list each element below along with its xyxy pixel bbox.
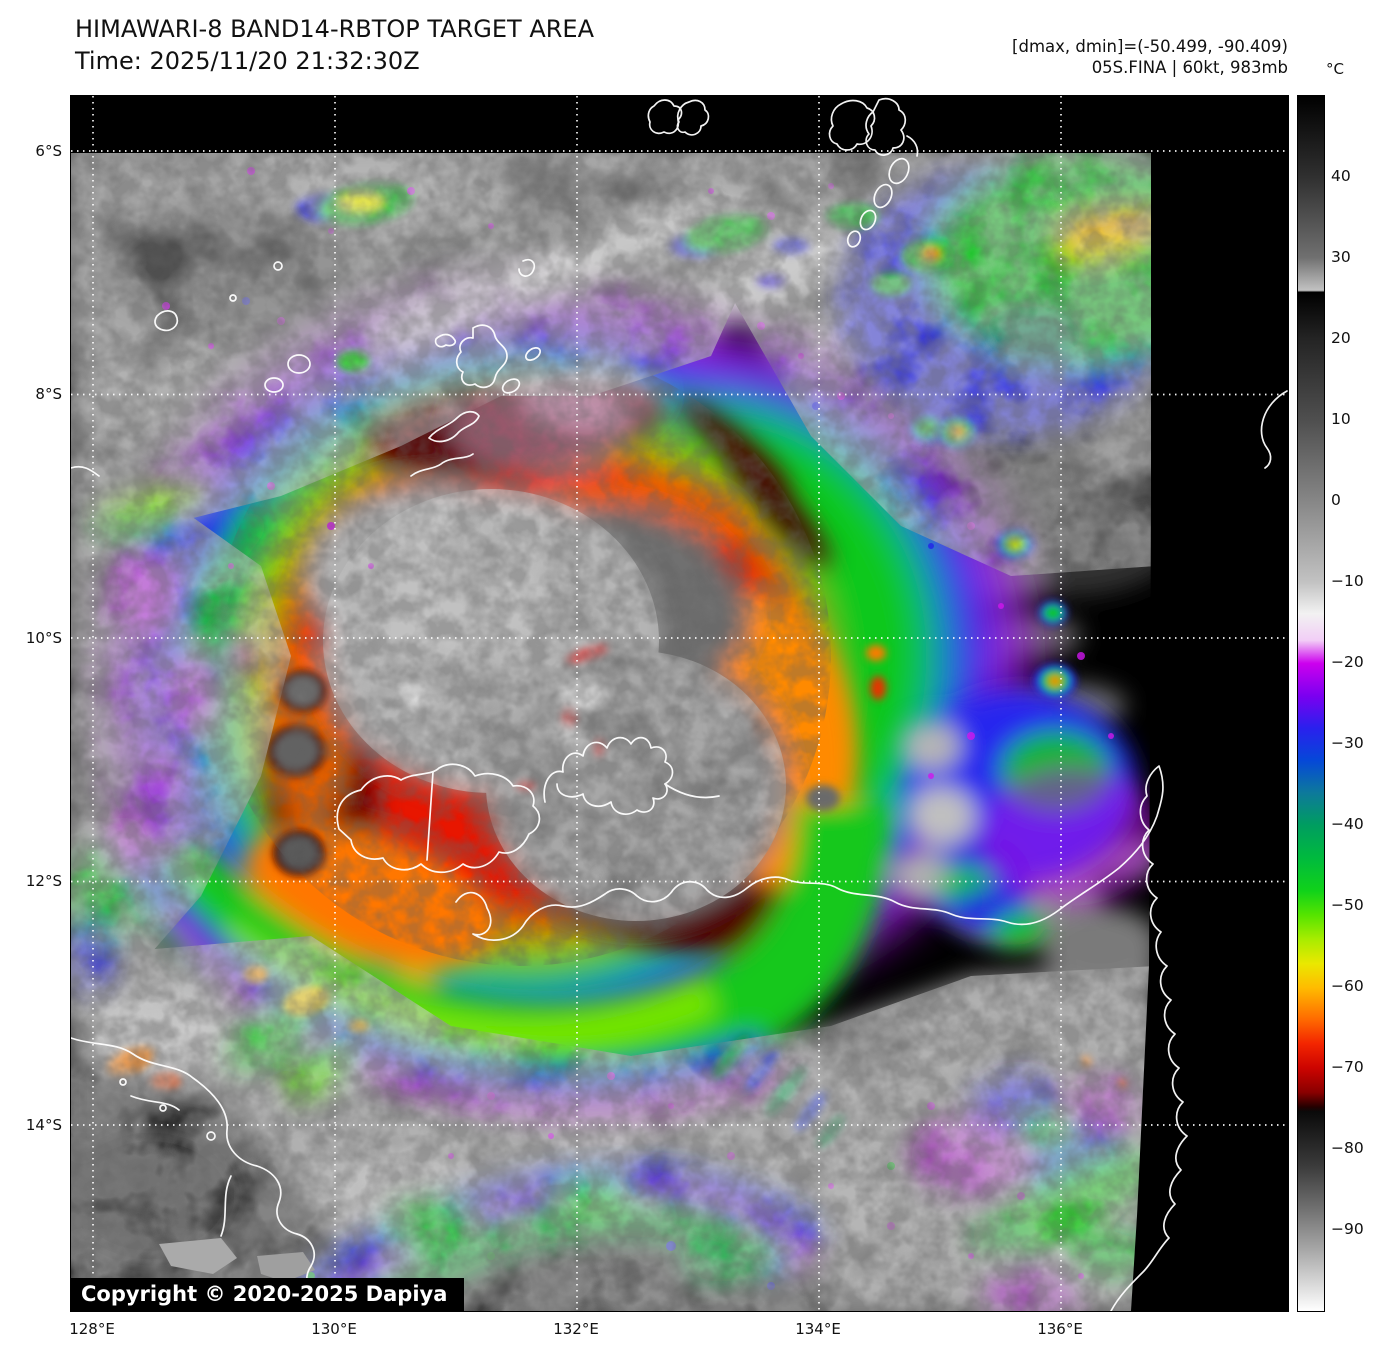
figure-title: HIMAWARI-8 BAND14-RBTOP TARGET AREA [75,15,595,43]
salt-flats [159,1238,315,1282]
dmax-dmin-label: [dmax, dmin]=(-50.499, -90.409) [1012,37,1288,56]
colorbar-unit-label: °C [1326,60,1344,78]
colorbar-tick: −60 [1331,977,1364,995]
lat-label-12s: 12°S [25,872,62,890]
title-block: HIMAWARI-8 BAND14-RBTOP TARGET AREA Time… [75,14,594,76]
lon-label-132e: 132°E [553,1320,599,1338]
satellite-map: Copyright © 2020-2025 Dapiya [70,95,1289,1312]
lat-label-10s: 10°S [25,629,62,647]
lat-label-8s: 8°S [35,385,62,403]
graticule-gridlines [71,96,1288,1311]
colorbar-tick: −30 [1331,734,1364,752]
colorbar-tick: 20 [1331,329,1351,347]
copyright-label: Copyright © 2020-2025 Dapiya [71,1278,464,1311]
figure-timestamp: Time: 2025/11/20 21:32:30Z [75,47,420,75]
colorbar-tick: −10 [1331,572,1364,590]
colorbar-tick: −70 [1331,1058,1364,1076]
storm-info-label: 05S.FINA | 60kt, 983mb [1091,58,1288,77]
colorbar-tick: −80 [1331,1139,1364,1157]
cloud-texture-fine [71,141,1156,1311]
colorbar-tick: −90 [1331,1220,1364,1238]
lon-label-130e: 130°E [311,1320,357,1338]
satellite-image [71,96,1288,1311]
colorbar-gradient [1298,96,1324,1311]
lat-label-6s: 6°S [35,142,62,160]
colorbar-tick: 40 [1331,167,1351,185]
colorbar [1297,95,1325,1312]
colorbar-tick: 10 [1331,410,1351,428]
colorbar-tick: −50 [1331,896,1364,914]
colorbar-tick: 30 [1331,248,1351,266]
colorbar-tick: −40 [1331,815,1364,833]
annotation-block: [dmax, dmin]=(-50.499, -90.409) 05S.FINA… [1012,36,1288,78]
colorbar-tick: 0 [1331,491,1341,509]
lon-label-134e: 134°E [795,1320,841,1338]
lon-label-128e: 128°E [69,1320,115,1338]
lat-label-14s: 14°S [25,1116,62,1134]
no-data-mask [71,96,1288,1311]
lon-label-136e: 136°E [1037,1320,1083,1338]
colorbar-tick: −20 [1331,653,1364,671]
